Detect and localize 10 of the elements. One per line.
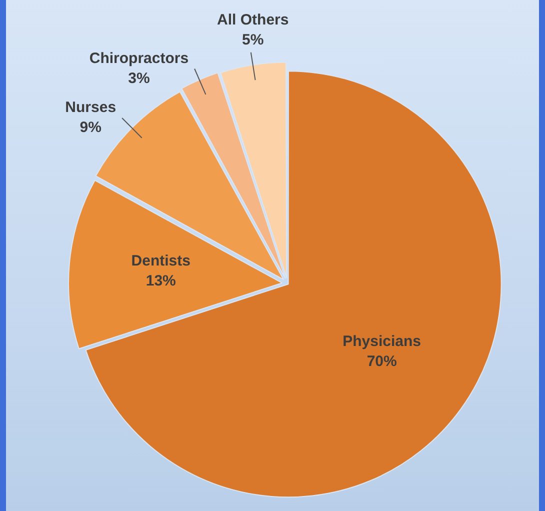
slice-label: Physicians	[342, 333, 422, 350]
slice-label: Nurses	[65, 99, 116, 116]
data-label: 13%	[146, 272, 176, 290]
slice-label: Dentists	[131, 252, 190, 270]
data-label: 5%	[242, 32, 264, 49]
data-label: 3%	[128, 70, 150, 87]
slice-label: All Others	[217, 12, 289, 29]
data-label: 9%	[80, 119, 102, 136]
slice-label: Chiropractors	[89, 50, 189, 67]
data-label: 70%	[366, 353, 397, 370]
